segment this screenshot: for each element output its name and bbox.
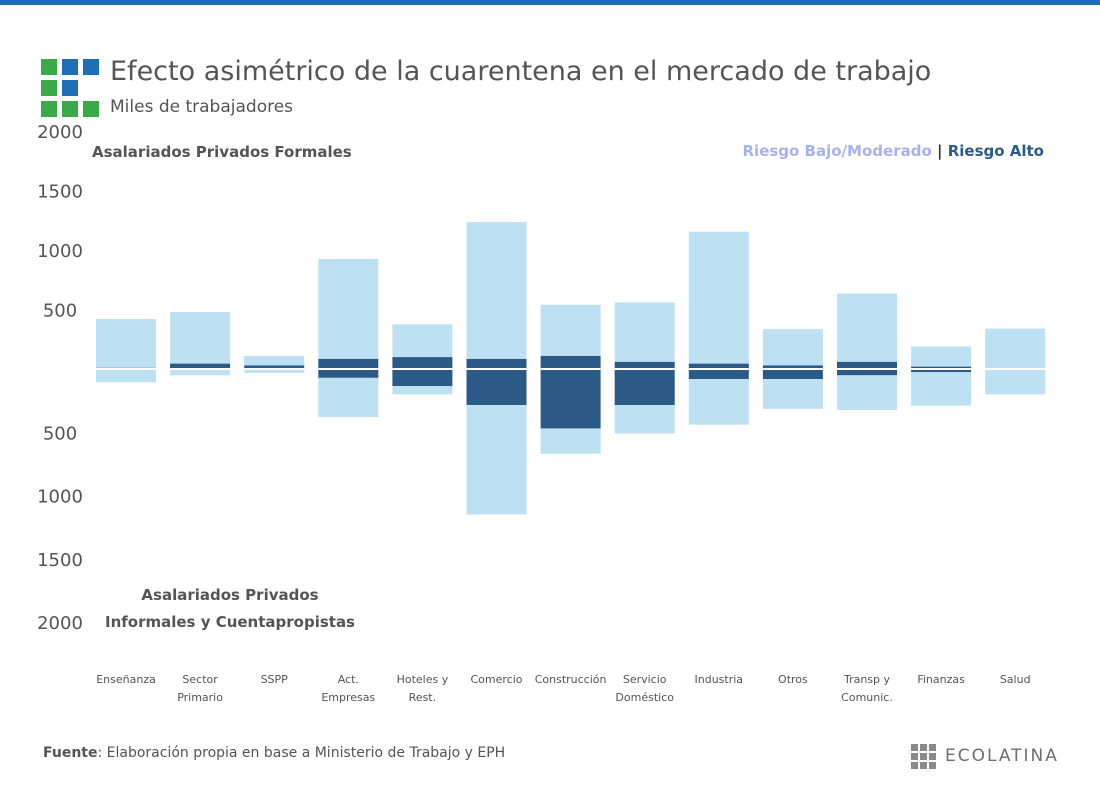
bar-upper-riesgo-alto xyxy=(466,358,527,369)
y-tick-label-upper: 1000 xyxy=(37,241,83,262)
x-tick-label: Transp y Comunic. xyxy=(841,673,893,704)
legend: Riesgo Bajo/Moderado | Riesgo Alto xyxy=(743,142,1045,160)
x-tick-label: Servicio Doméstico xyxy=(615,673,674,704)
x-tick-label: Sector Primario xyxy=(177,673,223,704)
bar-upper-riesgo-alto xyxy=(540,355,601,369)
x-tick-label: Hoteles y Rest. xyxy=(397,673,449,704)
bar-upper-riesgo-bajo xyxy=(911,346,972,367)
y-tick-label-lower: 500 xyxy=(43,423,77,444)
bar-upper-riesgo-bajo xyxy=(392,324,453,358)
bar-lower-riesgo-alto xyxy=(837,369,897,376)
x-tick-label: Construcción xyxy=(535,673,607,686)
bar-upper-riesgo-bajo xyxy=(96,319,156,368)
lower-panel-label: Asalariados Privados xyxy=(141,586,318,604)
bar-lower-riesgo-bajo xyxy=(911,372,972,406)
source-note: Fuente: Elaboración propia en base a Min… xyxy=(43,745,505,761)
brand-grid-icon xyxy=(911,744,937,770)
legend-risk-high: Riesgo Alto xyxy=(947,142,1044,160)
bar-upper-riesgo-bajo xyxy=(466,222,527,359)
bar-lower-riesgo-alto xyxy=(911,369,972,373)
y-tick-label-lower: 1500 xyxy=(37,550,83,571)
bar-upper-riesgo-bajo xyxy=(614,302,675,362)
x-tick-label: Salud xyxy=(1000,673,1031,686)
bar-lower-riesgo-bajo xyxy=(837,375,897,411)
y-tick-label-lower: 2000 xyxy=(37,613,83,634)
x-tick-label: Otros xyxy=(778,673,808,686)
bar-lower-riesgo-alto xyxy=(614,369,675,406)
chart-subtitle: Miles de trabajadores xyxy=(110,97,294,117)
bar-lower-riesgo-bajo xyxy=(244,369,305,373)
bar-upper-riesgo-bajo xyxy=(170,311,231,364)
legend-risk-low: Riesgo Bajo/Moderado xyxy=(742,142,932,160)
bar-upper-riesgo-alto xyxy=(762,365,823,369)
upper-panel-label: Asalariados Privados Formales xyxy=(92,143,352,161)
logo-grid-icon xyxy=(41,59,99,117)
bar-lower-riesgo-bajo xyxy=(96,369,156,383)
ecolatina-brand: ECOLATINA xyxy=(911,742,1081,772)
x-tick-label: Enseñanza xyxy=(96,673,156,686)
bar-lower-riesgo-alto xyxy=(688,369,749,380)
bar-upper-riesgo-bajo xyxy=(318,259,379,359)
bar-upper-riesgo-alto xyxy=(911,366,972,369)
bar-upper-riesgo-bajo xyxy=(244,355,305,366)
source-label: Fuente xyxy=(43,745,98,761)
y-tick-label-lower: 1000 xyxy=(37,487,83,508)
bar-lower-riesgo-alto xyxy=(540,369,601,429)
brand-name: ECOLATINA xyxy=(945,746,1059,766)
lower-panel-label: Informales y Cuentapropistas xyxy=(105,613,355,631)
bar-upper-riesgo-bajo xyxy=(688,231,749,364)
bar-upper-riesgo-alto xyxy=(688,363,749,369)
bar-lower-riesgo-bajo xyxy=(540,428,601,454)
x-tick-label: Finanzas xyxy=(917,673,965,686)
bar-lower-riesgo-alto xyxy=(466,369,527,406)
bar-lower-riesgo-alto xyxy=(318,369,379,378)
x-tick-label: Act. Empresas xyxy=(321,673,375,704)
x-tick-label: SSPP xyxy=(261,673,289,686)
y-tick-label-upper: 2000 xyxy=(37,122,83,143)
bar-upper-riesgo-bajo xyxy=(837,293,897,362)
bar-upper-riesgo-alto xyxy=(318,358,379,369)
bar-lower-riesgo-bajo xyxy=(985,369,1046,395)
bar-lower-riesgo-alto xyxy=(392,369,453,387)
bar-lower-riesgo-bajo xyxy=(170,369,231,376)
bar-upper-riesgo-alto xyxy=(244,365,305,369)
bar-upper-riesgo-bajo xyxy=(762,329,823,366)
x-tick-label: Industria xyxy=(695,673,744,686)
bar-lower-riesgo-bajo xyxy=(688,379,749,425)
bar-lower-riesgo-alto xyxy=(762,369,823,380)
bar-lower-riesgo-bajo xyxy=(466,405,527,515)
bar-lower-riesgo-bajo xyxy=(762,379,823,409)
bar-upper-riesgo-bajo xyxy=(985,328,1046,369)
legend-separator: | xyxy=(936,142,943,160)
bar-upper-riesgo-alto xyxy=(170,363,231,369)
bar-upper-riesgo-bajo xyxy=(540,304,601,356)
y-tick-label-upper: 500 xyxy=(43,301,77,322)
bar-lower-riesgo-bajo xyxy=(392,386,453,395)
source-text: : Elaboración propia en base a Ministeri… xyxy=(97,745,506,761)
bar-lower-riesgo-bajo xyxy=(318,377,379,418)
bar-lower-riesgo-bajo xyxy=(614,405,675,434)
bar-upper-riesgo-alto xyxy=(392,357,453,369)
chart-title: Efecto asimétrico de la cuarentena en el… xyxy=(110,56,932,87)
top-accent-bar xyxy=(0,0,1100,5)
bar-upper-riesgo-alto xyxy=(837,361,897,369)
bar-upper-riesgo-alto xyxy=(614,361,675,369)
y-tick-label-upper: 1500 xyxy=(37,182,83,203)
x-tick-label: Comercio xyxy=(470,673,522,686)
